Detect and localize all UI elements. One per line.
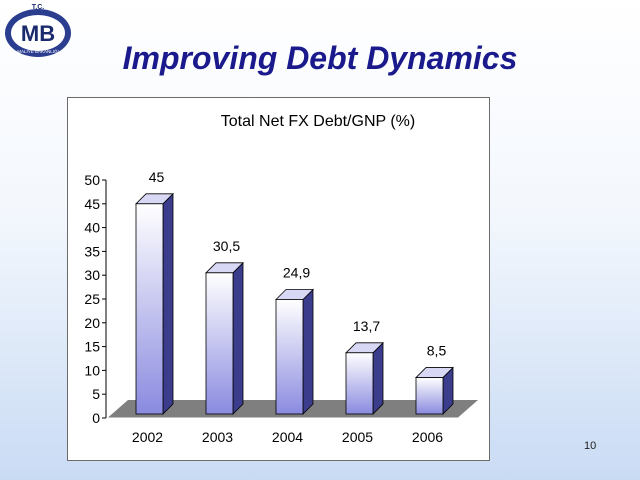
logo-letters: MB bbox=[21, 21, 55, 46]
data-label: 24,9 bbox=[283, 264, 310, 280]
y-tick-label: 10 bbox=[84, 362, 100, 378]
bar bbox=[275, 299, 304, 415]
x-tick-label: 2004 bbox=[272, 429, 303, 445]
data-label: 13,7 bbox=[353, 318, 380, 334]
y-tick-label: 15 bbox=[84, 339, 100, 355]
x-tick-label: 2002 bbox=[132, 429, 163, 445]
y-tick-label: 20 bbox=[84, 315, 100, 331]
bar-chart: Total Net FX Debt/GNP (%) 0 5 10 15 20 25 30 35… bbox=[84, 113, 478, 445]
chart-title: Total Net FX Debt/GNP (%) bbox=[221, 113, 415, 130]
bar bbox=[345, 352, 374, 415]
y-tick-label: 0 bbox=[92, 410, 100, 426]
chart-frame: Total Net FX Debt/GNP (%) 0 5 10 15 20 25 30 35… bbox=[67, 97, 490, 461]
data-label: 8,5 bbox=[427, 343, 447, 359]
y-tick-label: 30 bbox=[84, 267, 100, 283]
bar-side bbox=[372, 341, 384, 415]
bar-side bbox=[232, 261, 244, 415]
bar-side bbox=[302, 288, 314, 415]
x-tick-label: 2006 bbox=[412, 429, 443, 445]
logo-ring-text: MALİYE BAKANLIĞI bbox=[17, 48, 59, 54]
data-label: 45 bbox=[149, 169, 165, 185]
y-tick-label: 35 bbox=[84, 243, 100, 259]
y-tick-label: 40 bbox=[84, 220, 100, 236]
bar-side bbox=[162, 192, 174, 415]
y-tick-label: 50 bbox=[84, 172, 100, 188]
bar bbox=[205, 272, 234, 415]
x-tick-label: 2003 bbox=[202, 429, 233, 445]
data-label: 30,5 bbox=[213, 238, 240, 254]
y-tick-label: 5 bbox=[92, 386, 100, 402]
slide-title: Improving Debt Dynamics bbox=[122, 40, 518, 76]
bar bbox=[415, 377, 444, 415]
y-tick-label: 45 bbox=[84, 196, 100, 212]
bar bbox=[135, 203, 164, 415]
logo-top-text: T.C. bbox=[32, 4, 45, 11]
x-tick-label: 2005 bbox=[342, 429, 373, 445]
y-tick-label: 25 bbox=[84, 291, 100, 307]
logo-inner bbox=[11, 15, 65, 51]
ministry-logo: T.C. MB MALİYE BAKANLIĞI bbox=[5, 4, 71, 57]
page-number: 10 bbox=[584, 440, 597, 452]
